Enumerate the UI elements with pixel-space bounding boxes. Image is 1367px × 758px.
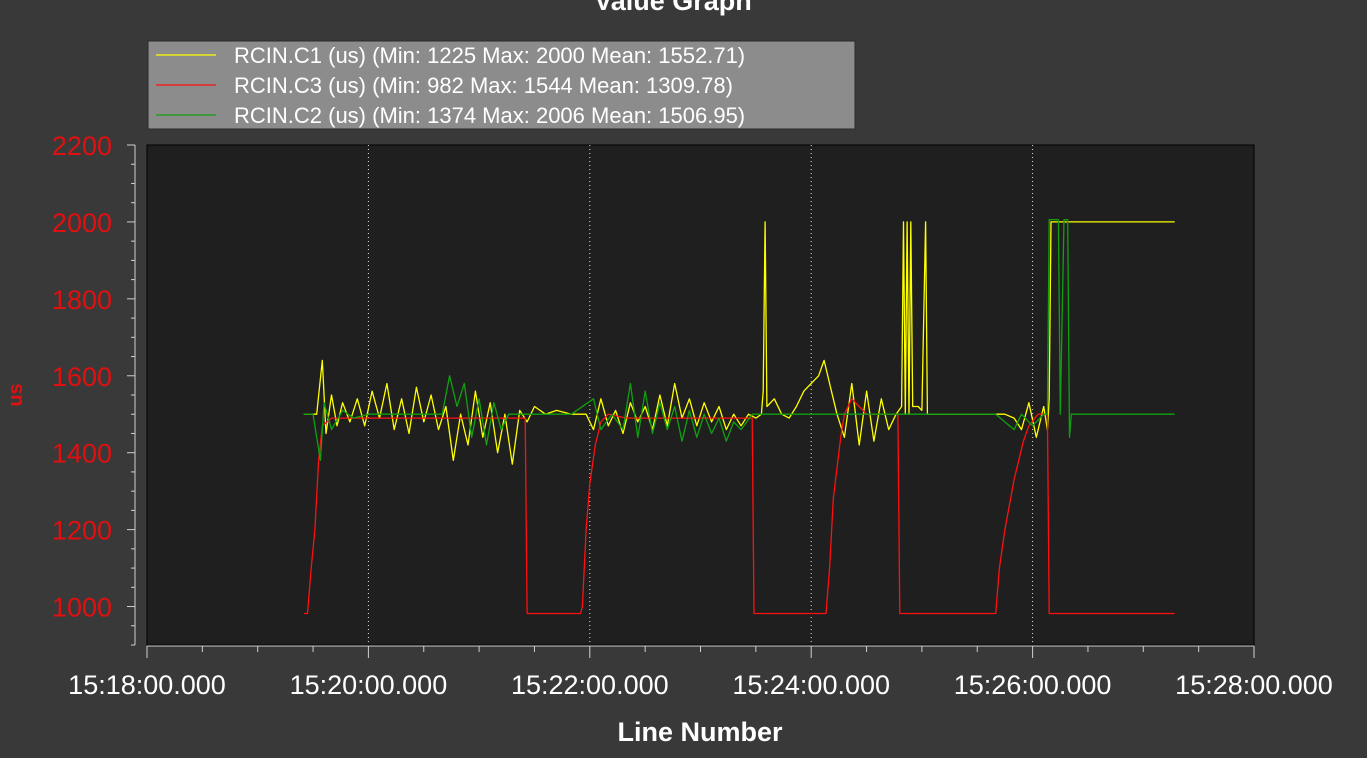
legend: RCIN.C1 (us) (Min: 1225 Max: 2000 Mean: … (147, 40, 856, 130)
x-tick-label: 15:22:00.000 (511, 670, 669, 700)
x-gridlines (367, 145, 1034, 645)
y-tick-label: 1000 (52, 593, 112, 623)
y-axis-label: us (5, 383, 27, 406)
series-line-3 (303, 218, 1175, 462)
y-tick-label: 1800 (52, 285, 112, 315)
legend-entry-label: RCIN.C2 (us) (Min: 1374 Max: 2006 Mean: … (234, 103, 745, 128)
series-line-1 (303, 221, 1175, 465)
x-tick-label: 15:20:00.000 (290, 670, 448, 700)
x-tick-label: 15:26:00.000 (954, 670, 1112, 700)
x-axis-label: Line Number (617, 717, 783, 747)
x-tick-label: 15:28:00.000 (1175, 670, 1333, 700)
x-tick-label: 15:18:00.000 (68, 670, 226, 700)
legend-entry-label: RCIN.C1 (us) (Min: 1225 Max: 2000 Mean: … (234, 43, 745, 68)
y-tick-label: 1600 (52, 362, 112, 392)
y-axis: 1000 1200 1400 1600 1800 2000 2200 (52, 131, 136, 646)
y-tick-label: 2200 (52, 131, 112, 161)
chart-title: Value Graph (594, 0, 752, 16)
legend-entry-label: RCIN.C3 (us) (Min: 982 Max: 1544 Mean: 1… (234, 73, 733, 98)
legend-box (147, 40, 856, 130)
y-tick-label: 1200 (52, 516, 112, 546)
y-tick-label: 2000 (52, 208, 112, 238)
y-tick-label: 1400 (52, 439, 112, 469)
plot-area (146, 144, 1255, 646)
x-axis: 15:18:00.000 15:20:00.000 15:22:00.000 15:2… (68, 645, 1333, 700)
x-tick-label: 15:24:00.000 (732, 670, 890, 700)
series-layer (303, 218, 1175, 615)
